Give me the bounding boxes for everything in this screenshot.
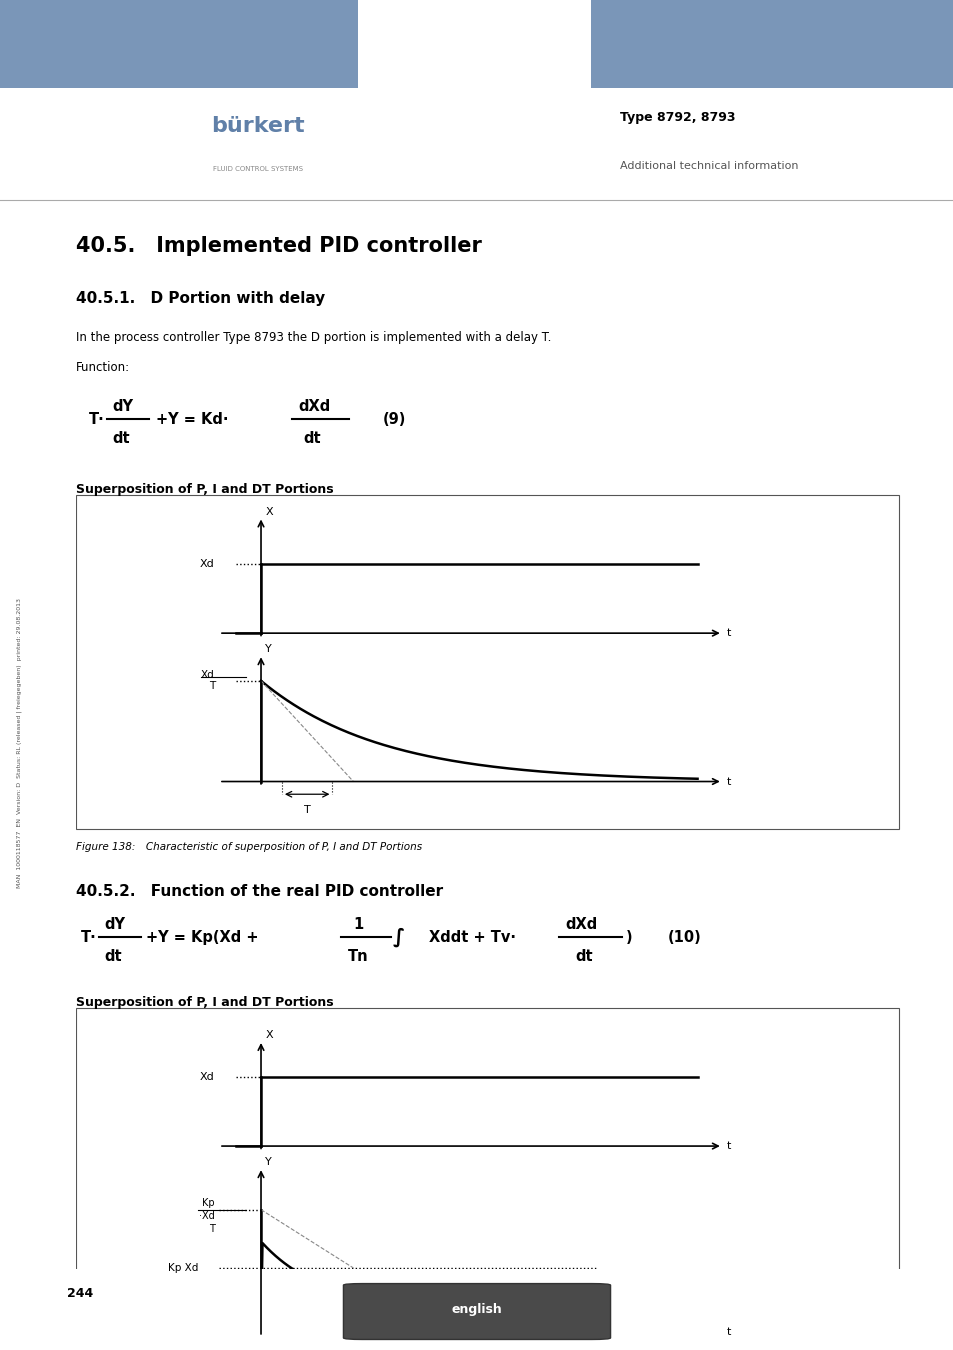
Text: Function:: Function:	[76, 360, 131, 374]
Text: Xd: Xd	[200, 559, 214, 570]
Text: Y: Y	[265, 644, 272, 655]
Text: X: X	[265, 1030, 273, 1040]
Text: dt: dt	[112, 431, 130, 446]
Text: Kp: Kp	[202, 1199, 214, 1208]
Text: 244: 244	[67, 1287, 93, 1300]
Text: +Y = Kp(Xd +: +Y = Kp(Xd +	[146, 930, 258, 945]
Text: MAN  1000118577  EN  Version: D  Status: RL (released | freiegegeben)  printed: : MAN 1000118577 EN Version: D Status: RL …	[16, 598, 22, 887]
Text: Tn: Tn	[347, 949, 368, 964]
FancyBboxPatch shape	[76, 1008, 898, 1350]
Text: ∫: ∫	[393, 927, 405, 946]
Text: Superposition of P, I and DT Portions: Superposition of P, I and DT Portions	[76, 483, 334, 495]
Text: T: T	[209, 1223, 214, 1234]
Text: dt: dt	[303, 431, 320, 446]
Text: dY: dY	[104, 917, 125, 932]
Text: t: t	[726, 1327, 731, 1336]
Text: Figure 138:  Characteristic of superposition of P, I and DT Portions: Figure 138: Characteristic of superposit…	[76, 842, 422, 852]
Text: FLUID CONTROL SYSTEMS: FLUID CONTROL SYSTEMS	[213, 166, 302, 171]
Text: Xd
T: Xd T	[201, 671, 214, 691]
Text: (9): (9)	[382, 412, 406, 427]
Text: T: T	[303, 805, 311, 815]
Text: dXd: dXd	[298, 398, 331, 414]
Text: 40.5.1. D Portion with delay: 40.5.1. D Portion with delay	[76, 290, 325, 306]
Text: 40.5.2. Function of the real PID controller: 40.5.2. Function of the real PID control…	[76, 884, 443, 899]
Text: T·: T·	[89, 412, 105, 427]
Text: dt: dt	[104, 949, 122, 964]
Text: +Y = Kd·: +Y = Kd·	[156, 412, 229, 427]
Text: 1: 1	[353, 917, 363, 932]
Text: Additional technical information: Additional technical information	[619, 161, 798, 170]
Text: dXd: dXd	[565, 917, 598, 932]
Text: T·: T·	[80, 930, 96, 945]
Text: (10): (10)	[667, 930, 701, 945]
Text: Xd: Xd	[200, 1072, 214, 1083]
Text: bürkert: bürkert	[211, 116, 304, 135]
Text: t: t	[726, 776, 731, 787]
Text: Kp Xd: Kp Xd	[168, 1264, 198, 1273]
Text: ): )	[625, 930, 632, 945]
FancyBboxPatch shape	[76, 495, 898, 829]
Text: dY: dY	[112, 398, 133, 414]
Text: Xddt + Tv·: Xddt + Tv·	[429, 930, 516, 945]
Text: In the process controller Type 8793 the D portion is implemented with a delay T.: In the process controller Type 8793 the …	[76, 331, 551, 344]
FancyBboxPatch shape	[343, 1284, 610, 1339]
Text: Y: Y	[265, 1157, 272, 1168]
Text: english: english	[451, 1303, 502, 1316]
Text: X: X	[265, 506, 273, 517]
FancyBboxPatch shape	[0, 0, 357, 88]
Text: ·Xd: ·Xd	[199, 1211, 214, 1220]
Text: Superposition of P, I and DT Portions: Superposition of P, I and DT Portions	[76, 995, 334, 1008]
FancyBboxPatch shape	[591, 0, 953, 88]
Text: t: t	[726, 628, 731, 639]
Text: t: t	[726, 1141, 731, 1152]
Text: 40.5. Implemented PID controller: 40.5. Implemented PID controller	[76, 236, 481, 255]
Text: Type 8792, 8793: Type 8792, 8793	[619, 112, 735, 124]
Text: dt: dt	[576, 949, 593, 964]
